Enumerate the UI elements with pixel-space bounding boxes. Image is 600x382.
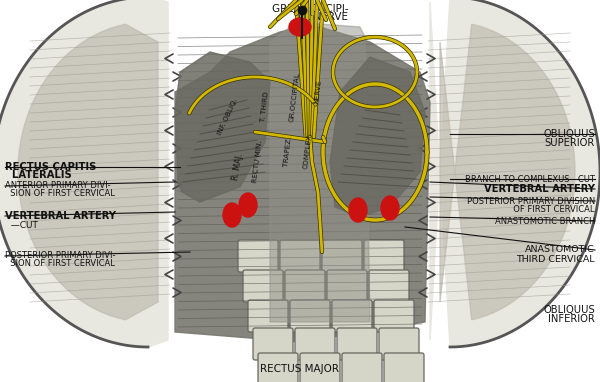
FancyBboxPatch shape [374,300,414,332]
Text: R. MAJ.: R. MAJ. [231,153,245,181]
FancyBboxPatch shape [379,328,419,360]
FancyBboxPatch shape [364,240,404,272]
Text: THIRD CERVICAL: THIRD CERVICAL [517,254,595,264]
Text: TAL NERVE: TAL NERVE [292,12,348,22]
Polygon shape [175,52,270,202]
FancyBboxPatch shape [369,270,409,302]
FancyBboxPatch shape [337,328,377,360]
Ellipse shape [223,203,241,227]
Text: —CUT: —CUT [5,220,38,230]
Polygon shape [0,0,168,347]
Text: SION OF FIRST CERVICAL: SION OF FIRST CERVICAL [5,189,115,199]
FancyBboxPatch shape [248,300,288,332]
Text: OBLIQUUS: OBLIQUUS [543,305,595,315]
Text: RECTU MIN.: RECTU MIN. [253,141,263,183]
Polygon shape [18,24,158,320]
Text: INFERIOR: INFERIOR [548,314,595,324]
Text: OF FIRST CERVICAL: OF FIRST CERVICAL [509,204,595,214]
Text: LATERALIS: LATERALIS [5,170,72,180]
Text: COMPLEX.: COMPLEX. [303,131,313,169]
FancyBboxPatch shape [258,353,298,382]
FancyBboxPatch shape [322,240,362,272]
Ellipse shape [349,198,367,222]
Text: GR.OCCIPITAL: GR.OCCIPITAL [289,72,301,122]
FancyBboxPatch shape [243,270,283,302]
FancyBboxPatch shape [285,270,325,302]
Text: POSTERIOR PRIMARY DIVI-: POSTERIOR PRIMARY DIVI- [5,251,115,261]
FancyBboxPatch shape [295,328,335,360]
FancyBboxPatch shape [327,270,367,302]
FancyBboxPatch shape [384,353,424,382]
Text: T. THIRD: T. THIRD [260,91,270,123]
Ellipse shape [381,196,399,220]
Text: VERTEBRAL ARTERY: VERTEBRAL ARTERY [5,211,116,221]
FancyBboxPatch shape [280,240,320,272]
Text: RECTUS CAPITIS: RECTUS CAPITIS [5,162,97,172]
FancyBboxPatch shape [332,300,372,332]
Polygon shape [270,22,370,322]
Text: RECTUS MAJOR: RECTUS MAJOR [260,364,340,374]
FancyBboxPatch shape [300,353,340,382]
Text: VERTEBRAL ARTERY: VERTEBRAL ARTERY [484,184,595,194]
Text: POSTERIOR PRIMARY DIVISION: POSTERIOR PRIMARY DIVISION [467,196,595,206]
Text: SION OF FIRST CERVICAL: SION OF FIRST CERVICAL [5,259,115,269]
FancyBboxPatch shape [238,240,278,272]
Text: INF. OBLIQ.: INF. OBLIQ. [217,98,239,136]
Polygon shape [175,27,430,342]
Ellipse shape [239,193,257,217]
Text: NERVE: NERVE [314,79,322,104]
Polygon shape [330,57,425,217]
Text: ANASTOMOTIC: ANASTOMOTIC [525,246,595,254]
Text: BRANCH TO COMPLEXUS—CUT: BRANCH TO COMPLEXUS—CUT [465,175,595,183]
Text: ANASTOMOTIC BRANCH: ANASTOMOTIC BRANCH [494,217,595,225]
Text: TRAPEZ.: TRAPEZ. [283,136,293,167]
Ellipse shape [289,18,311,36]
Text: OBLIQUUS: OBLIQUUS [543,129,595,139]
FancyBboxPatch shape [253,328,293,360]
Text: GREAT OCCIPI-: GREAT OCCIPI- [272,4,349,14]
FancyBboxPatch shape [342,353,382,382]
Polygon shape [440,24,575,320]
Text: SUPERIOR: SUPERIOR [545,138,595,148]
FancyBboxPatch shape [290,300,330,332]
Text: ANTERIOR PRIMARY DIVI-: ANTERIOR PRIMARY DIVI- [5,181,110,191]
Polygon shape [430,0,600,347]
